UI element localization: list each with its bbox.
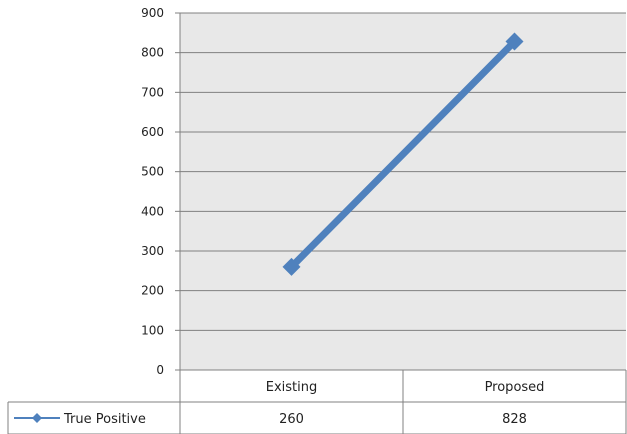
data-point-marker bbox=[282, 257, 301, 276]
x-category-label: Proposed bbox=[485, 380, 545, 395]
legend-key-marker bbox=[32, 413, 42, 423]
y-tick-label: 0 bbox=[156, 363, 164, 377]
gridlines bbox=[180, 12, 626, 331]
y-tick-label: 700 bbox=[141, 85, 164, 99]
y-tick-label: 500 bbox=[141, 165, 164, 179]
y-tick-label: 200 bbox=[141, 284, 164, 298]
data-point-marker bbox=[505, 32, 524, 51]
series-layer bbox=[282, 32, 524, 276]
x-category-label: Existing bbox=[266, 380, 318, 395]
data-table-value: 260 bbox=[279, 412, 304, 427]
legend-label: True Positive bbox=[63, 412, 146, 427]
y-tick-label: 100 bbox=[141, 323, 164, 337]
y-tick-label: 600 bbox=[141, 125, 164, 139]
data-table: Existing Proposed True Positive 260 828 bbox=[7, 369, 627, 434]
y-tick-label: 400 bbox=[141, 204, 164, 218]
plot-area bbox=[180, 13, 626, 370]
data-table-value: 828 bbox=[502, 412, 527, 427]
y-tick-label: 300 bbox=[141, 244, 164, 258]
y-axis: 0 100 200 300 400 500 600 700 800 900 bbox=[141, 6, 181, 377]
series-line bbox=[288, 38, 518, 271]
y-tick-label: 800 bbox=[141, 46, 164, 60]
y-tick-label: 900 bbox=[141, 6, 164, 20]
